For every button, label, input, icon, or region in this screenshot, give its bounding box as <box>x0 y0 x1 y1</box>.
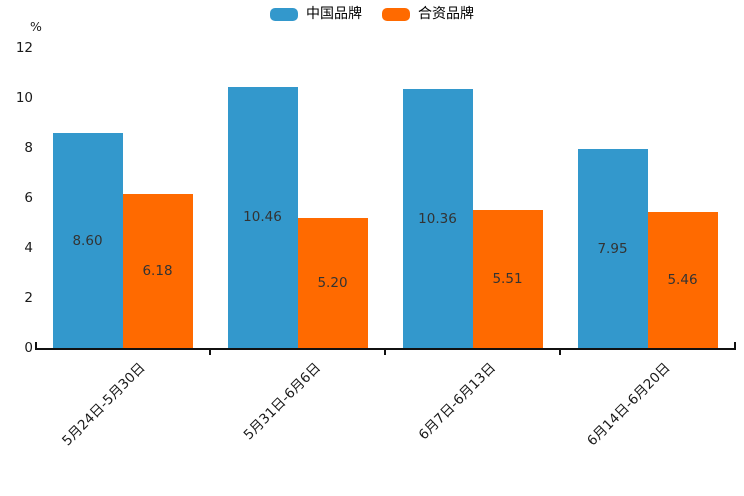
legend: 中国品牌 合资品牌 <box>0 6 744 23</box>
x-tick-label: 5月24日-5月30日 <box>59 359 149 450</box>
x-tick-label: 6月14日-6月20日 <box>584 359 674 450</box>
x-axis-tick <box>209 350 211 355</box>
y-axis-unit-label: % <box>30 19 42 34</box>
bar-合资品牌-1 <box>297 218 368 348</box>
x-axis-endcap <box>734 342 736 348</box>
bar-中国品牌-0 <box>52 133 123 348</box>
bar-value-label: 5.51 <box>492 271 523 288</box>
bar-中国品牌-2 <box>402 89 473 348</box>
bar-合资品牌-0 <box>122 193 193 348</box>
y-tick-label: 2 <box>24 290 33 306</box>
bar-合资品牌-3 <box>647 211 718 348</box>
x-tick-label: 6月7日-6月13日 <box>415 359 499 444</box>
bar-中国品牌-1 <box>227 86 298 348</box>
legend-swatch-icon <box>382 8 410 21</box>
y-tick-label: 0 <box>24 340 33 356</box>
x-axis-endcap <box>35 342 37 348</box>
x-tick-label: 5月31日-6月6日 <box>240 359 324 444</box>
bar-value-label: 7.95 <box>597 240 628 257</box>
bar-value-label: 5.46 <box>667 271 698 288</box>
bar-value-label: 6.18 <box>142 262 173 279</box>
y-tick-label: 8 <box>24 140 33 156</box>
legend-label: 中国品牌 <box>306 6 362 22</box>
x-axis-tick <box>384 350 386 355</box>
y-tick-label: 4 <box>24 240 33 256</box>
legend-swatch-icon <box>270 8 298 21</box>
y-tick-label: 10 <box>15 90 33 106</box>
legend-item-0[interactable]: 中国品牌 <box>270 6 362 23</box>
bar-中国品牌-3 <box>577 149 648 348</box>
legend-label: 合资品牌 <box>418 6 474 22</box>
bar-value-label: 10.46 <box>243 209 282 226</box>
bar-合资品牌-2 <box>472 210 543 348</box>
bar-value-label: 8.60 <box>72 232 103 249</box>
x-axis-tick <box>559 350 561 355</box>
legend-item-1[interactable]: 合资品牌 <box>382 6 474 23</box>
y-tick-label: 6 <box>24 190 33 206</box>
y-tick-label: 12 <box>15 40 33 56</box>
x-axis-line <box>35 348 736 350</box>
bar-value-label: 10.36 <box>418 210 457 227</box>
bar-value-label: 5.20 <box>317 275 348 291</box>
